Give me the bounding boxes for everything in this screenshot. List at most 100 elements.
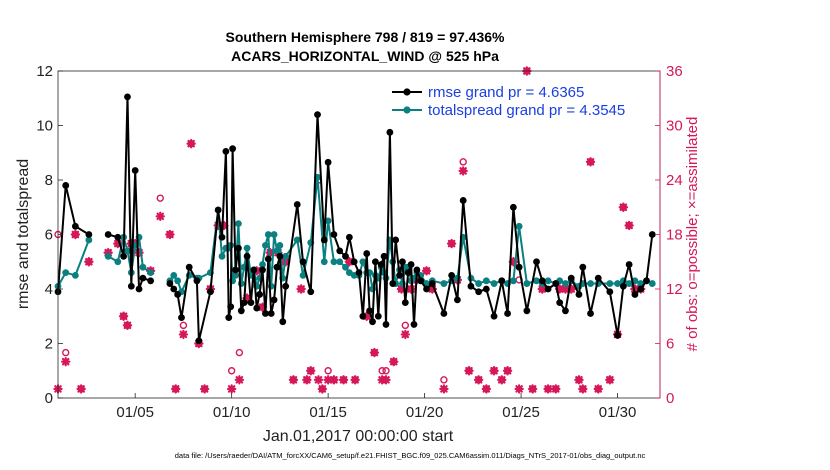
rmse-marker	[401, 299, 409, 307]
y-right-tick-label: 30	[666, 118, 683, 135]
rmse-marker	[270, 296, 278, 304]
spread-marker	[562, 280, 569, 287]
rmse-marker	[350, 258, 358, 266]
obs-assimilated-marker	[199, 384, 210, 394]
obs-assimilated-marker	[350, 375, 360, 385]
obs-assimilated-marker	[113, 238, 123, 249]
spread-marker	[523, 280, 531, 287]
rmse-marker	[533, 258, 540, 266]
legend-spread-marker	[403, 106, 411, 114]
obs-assimilated-marker	[288, 375, 299, 385]
rmse-marker	[417, 277, 425, 285]
rmse-line	[57, 184, 90, 292]
rmse-marker	[170, 285, 178, 293]
rmse-marker	[232, 266, 239, 274]
rmse-marker	[214, 206, 222, 214]
obs-assimilated-marker	[296, 284, 306, 294]
x-tick-label: 01/10	[213, 404, 251, 421]
y-right-tick-label: 6	[666, 336, 674, 353]
rmse-marker	[648, 231, 656, 238]
rmse-marker	[428, 280, 436, 287]
obs-assimilated-marker	[489, 366, 499, 376]
left-axis: 0 2 4 6 8 10 12	[36, 63, 63, 407]
rmse-marker	[342, 252, 349, 260]
rmse-marker	[174, 291, 182, 298]
spread-marker	[282, 252, 290, 260]
x-tick-label: 01/05	[116, 404, 154, 421]
obs-assimilated-marker	[551, 384, 561, 394]
spread-marker	[336, 258, 344, 266]
spread-marker	[139, 263, 147, 271]
rmse-marker	[544, 285, 552, 293]
y-tick-label: 10	[36, 118, 53, 135]
rmse-marker	[229, 145, 237, 153]
obs-assimilated-marker	[389, 356, 399, 367]
spread-marker	[606, 280, 614, 287]
y-tick-label: 8	[45, 172, 53, 189]
obs-assimilated-marker	[400, 329, 411, 340]
obs-assimilated-marker	[396, 284, 407, 294]
rmse-marker	[562, 307, 569, 315]
spread-marker	[293, 236, 301, 244]
y-axis-label: rmse and totalspread	[15, 159, 32, 309]
spread-marker	[273, 247, 281, 255]
spread-marker	[324, 217, 332, 225]
spread-marker	[170, 271, 178, 279]
obs-possible-marker	[382, 367, 390, 375]
obs-possible-marker	[440, 376, 448, 384]
rmse-marker	[307, 288, 315, 296]
rmse-marker	[552, 280, 560, 287]
rmse-marker	[625, 261, 633, 268]
rmse-marker	[225, 314, 233, 322]
rmse-marker	[377, 261, 385, 268]
obs-assimilated-marker	[481, 384, 492, 394]
obs-assimilated-marker	[178, 329, 189, 340]
rmse-marker	[587, 310, 594, 317]
spread-marker	[243, 244, 251, 252]
obs-assimilated-marker	[618, 202, 629, 212]
x-tick-label: 01/25	[502, 404, 540, 421]
rmse-marker	[237, 307, 245, 315]
spread-marker	[440, 280, 448, 287]
rmse-marker	[250, 266, 258, 274]
rmse-marker	[324, 158, 332, 166]
rmse-marker	[504, 310, 511, 317]
y-right-tick-label: 18	[666, 227, 683, 244]
rmse-marker	[482, 285, 490, 293]
y-tick-label: 4	[45, 281, 53, 298]
rmse-marker	[407, 261, 415, 268]
rmse-marker	[240, 299, 248, 307]
rmse-marker	[374, 312, 382, 320]
obs-possible-marker	[401, 321, 410, 330]
rmse-marker	[575, 291, 583, 298]
obs-assimilated-marker	[421, 266, 432, 276]
rmse-marker	[523, 307, 531, 315]
obs-assimilated-marker	[118, 311, 129, 321]
rmse-marker	[178, 314, 185, 322]
legend: rmse grand pr = 4.6365 totalspread grand…	[392, 84, 625, 119]
x-tick-label: 01/20	[406, 404, 444, 421]
obs-assimilated-marker	[381, 375, 391, 385]
y-tick-label: 12	[36, 63, 53, 80]
obs-possible-marker	[459, 158, 467, 166]
rmse-marker	[320, 236, 328, 244]
rmse-marker	[643, 277, 650, 285]
rmse-marker	[359, 312, 367, 320]
obs-possible-marker	[62, 348, 70, 357]
obs-assimilated-marker	[242, 293, 252, 303]
spread-marker	[509, 277, 517, 285]
obs-assimilated-marker	[439, 384, 449, 394]
rmse-marker	[195, 337, 203, 345]
obs-assimilated-marker	[406, 284, 416, 294]
spread-marker	[147, 269, 155, 277]
obs-assimilated-marker	[427, 284, 438, 294]
rmse-marker	[631, 291, 639, 298]
rmse-marker	[256, 291, 264, 298]
obs-assimilated-marker	[313, 375, 324, 385]
plot-area	[58, 71, 660, 398]
y-tick-label: 2	[45, 336, 53, 353]
rmse-marker	[282, 282, 290, 290]
spread-marker	[259, 261, 266, 268]
obs-assimilated-marker	[543, 384, 553, 394]
